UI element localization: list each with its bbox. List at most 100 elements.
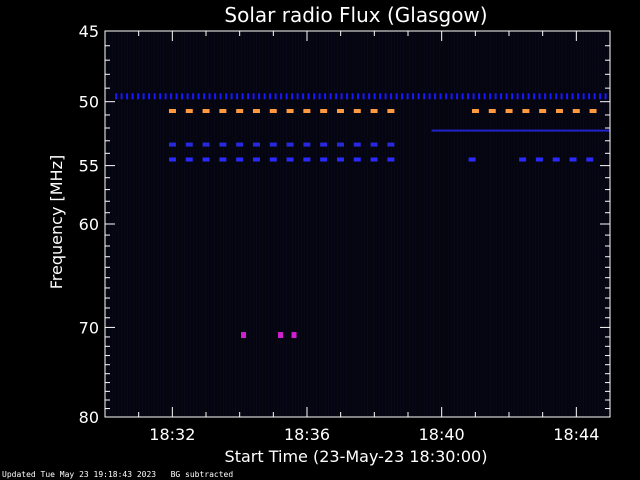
band-dash (387, 142, 395, 147)
band-dash (219, 157, 227, 162)
band-dash (401, 93, 404, 100)
footer-note: BG subtracted (170, 470, 234, 479)
band-dash (185, 157, 193, 162)
band-dash (219, 109, 227, 114)
band-dash (336, 157, 344, 162)
noise-streak (304, 31, 305, 417)
noise-streak (565, 31, 566, 417)
noise-streak (187, 31, 188, 417)
noise-streak (343, 31, 344, 417)
noise-streak (184, 31, 185, 417)
band-dash (368, 93, 371, 100)
noise-streak (430, 31, 431, 417)
band-dash (500, 93, 503, 100)
band-dash (539, 109, 547, 114)
noise-streak (496, 31, 497, 417)
band-dash (170, 93, 173, 100)
noise-streak (517, 31, 518, 417)
band-dash (203, 93, 206, 100)
noise-streak (151, 31, 152, 417)
band-dash (197, 93, 200, 100)
band-dash (488, 109, 496, 114)
band-dash (126, 93, 129, 100)
noise-streak (325, 31, 326, 417)
band-dash (461, 93, 464, 100)
band-dash (483, 93, 486, 100)
band-dash (269, 109, 277, 114)
noise-streak (154, 31, 155, 417)
band-dash (269, 142, 277, 147)
band-segment (431, 129, 610, 132)
band-dash (599, 93, 602, 100)
noise-streak (583, 31, 584, 417)
band-dash (384, 93, 387, 100)
noise-streak (442, 31, 443, 417)
band-dash (175, 93, 178, 100)
band-dash (586, 157, 594, 162)
noise-streak (232, 31, 233, 417)
noise-streak (502, 31, 503, 417)
band-dash (296, 93, 299, 100)
noise-streak (121, 31, 122, 417)
band-dash (214, 93, 217, 100)
noise-streak (367, 31, 368, 417)
noise-streak (244, 31, 245, 417)
noise-streak (139, 31, 140, 417)
noise-streak (370, 31, 371, 417)
noise-streak (514, 31, 515, 417)
noise-streak (160, 31, 161, 417)
noise-streak (238, 31, 239, 417)
noise-streak (193, 31, 194, 417)
x-axis-label: Start Time (23-May-23 18:30:00) (225, 447, 488, 466)
noise-streak (409, 31, 410, 417)
noise-streak (385, 31, 386, 417)
band-dash (236, 157, 244, 162)
noise-streak (406, 31, 407, 417)
noise-streak (205, 31, 206, 417)
noise-streak (316, 31, 317, 417)
band-dash (370, 157, 378, 162)
band-dash (370, 109, 378, 114)
band-dash (269, 93, 272, 100)
noise-streak (229, 31, 230, 417)
noise-streak (400, 31, 401, 417)
band-dash (468, 157, 476, 162)
band-dash (472, 93, 475, 100)
noise-streak (535, 31, 536, 417)
noise-streak (130, 31, 131, 417)
band-dash (153, 93, 156, 100)
noise-streak (295, 31, 296, 417)
burst-marks (241, 332, 297, 339)
band-dash (185, 109, 193, 114)
noise-streak (544, 31, 545, 417)
band-dash (181, 93, 184, 100)
band-dash (467, 93, 470, 100)
noise-streak (445, 31, 446, 417)
noise-streak (166, 31, 167, 417)
band-dash (519, 157, 527, 162)
noise-streak (247, 31, 248, 417)
noise-streak (241, 31, 242, 417)
band-dash (387, 157, 395, 162)
noise-streak (571, 31, 572, 417)
band-dash (535, 157, 543, 162)
noise-streak (211, 31, 212, 417)
noise-streak (475, 31, 476, 417)
band-dash (247, 93, 250, 100)
band-dash (131, 93, 134, 100)
noise-streak (115, 31, 116, 417)
band-dash (307, 93, 310, 100)
band-dash (336, 109, 344, 114)
noise-streak (268, 31, 269, 417)
y-tick-label: 55 (79, 157, 99, 176)
noise-streak (283, 31, 284, 417)
noise-streak (538, 31, 539, 417)
noise-streak (472, 31, 473, 417)
band-dash (236, 93, 239, 100)
background-noise (106, 31, 608, 417)
band-dash (186, 93, 189, 100)
band-dash (569, 157, 577, 162)
y-tick-label: 45 (79, 22, 99, 41)
noise-streak (277, 31, 278, 417)
noise-streak (562, 31, 563, 417)
